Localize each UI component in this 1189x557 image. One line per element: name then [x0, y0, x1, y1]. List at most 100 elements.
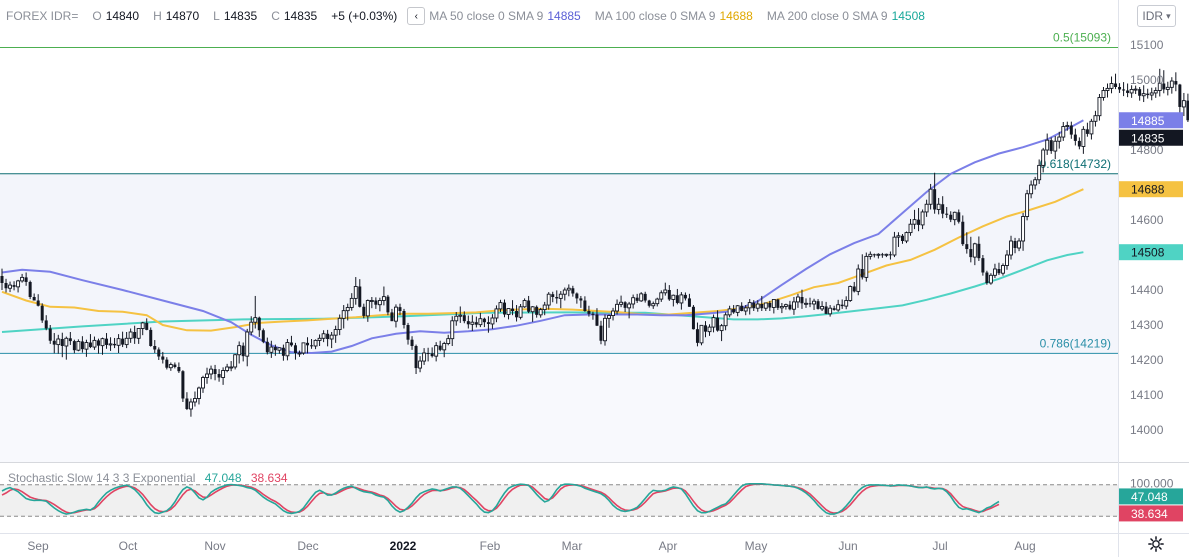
candle-body-up: [988, 274, 993, 284]
candle-body-up: [209, 368, 213, 375]
candle-body-up: [317, 337, 322, 341]
candle-body-down: [591, 313, 595, 315]
candle-body-up: [1129, 88, 1134, 94]
candle-body-up: [896, 235, 901, 238]
candle-body-down: [997, 269, 1001, 274]
candle-body-down: [486, 322, 490, 324]
chevron-left-icon[interactable]: ‹: [407, 7, 426, 25]
candle-body-down: [691, 306, 695, 330]
close-value: 14835: [283, 9, 318, 23]
candle-body-up: [908, 223, 913, 234]
candle-body-up: [1097, 97, 1102, 117]
candle-body-down: [704, 325, 707, 332]
stoch-d-line: [1, 483, 1000, 514]
candle-body-up: [136, 328, 141, 339]
candle-body-up: [237, 345, 242, 356]
fib-label: 0.5(15093): [1053, 30, 1111, 44]
time-axis-label: Dec: [297, 539, 318, 553]
candle-body-down: [482, 318, 486, 323]
candle-body-up: [64, 337, 69, 347]
ma100-label: MA 100 close 0 SMA 9: [594, 9, 716, 23]
price-tick-label: 14100: [1130, 388, 1164, 402]
candle-body-down: [398, 307, 402, 311]
candle-body-down: [72, 341, 76, 351]
candle-body-down: [776, 299, 780, 308]
candle-body-up: [522, 300, 527, 308]
ma200-axis-label: 14508: [1131, 246, 1165, 260]
candle-body-up: [884, 253, 889, 256]
candle-body-down: [390, 312, 394, 322]
candle-body-up: [912, 219, 917, 225]
candle-body-up: [679, 294, 684, 304]
candle-body-down: [157, 349, 161, 357]
last-price-label: 14835: [1131, 131, 1165, 145]
candle-body-up: [494, 308, 499, 319]
candle-body-down: [48, 328, 52, 341]
candle-body-down: [1178, 84, 1182, 107]
candle-body-down: [281, 347, 285, 356]
chevron-down-icon: ▾: [1166, 10, 1171, 21]
candle-body-up: [1133, 88, 1138, 91]
candle-body-up: [1053, 140, 1058, 152]
stoch-k-line: [1, 483, 1000, 515]
ma50-line: [1, 119, 1084, 355]
candle-body-down: [969, 249, 973, 258]
candle-body-up: [828, 307, 833, 315]
time-axis-label: Nov: [204, 539, 225, 553]
candle-body-down: [181, 371, 185, 399]
candle-body-down: [406, 325, 410, 340]
candle-body-down: [872, 254, 876, 256]
candle-body-up: [876, 253, 881, 256]
candle-body-down: [273, 347, 277, 351]
candle-body-up: [538, 309, 543, 316]
candle-body-down: [595, 314, 599, 326]
candle-body-down: [474, 322, 478, 325]
candle-body-down: [1146, 93, 1150, 96]
candle-body-up: [377, 300, 382, 306]
candle-body-up: [1153, 90, 1158, 94]
candle-body-up: [783, 304, 788, 307]
candle-body-up: [928, 188, 933, 205]
candle-body-down: [88, 342, 92, 348]
candle-body-down: [981, 258, 985, 273]
candle-body-up: [562, 289, 567, 295]
candle-body-up: [615, 303, 620, 312]
ma50-value: 14885: [547, 9, 581, 23]
stochastic-d-value: 38.634: [250, 471, 288, 485]
time-axis-label: Jun: [838, 539, 857, 553]
candle-body-down: [599, 325, 603, 341]
stoch-k-axis-label: 47.048: [1131, 490, 1168, 504]
candle-body-up: [924, 203, 929, 213]
candle-body-down: [683, 294, 687, 299]
candle-body-up: [671, 294, 676, 300]
candle-body-down: [1122, 89, 1126, 91]
candle-body-down: [579, 298, 583, 301]
currency-selector[interactable]: IDR ▾: [1137, 5, 1176, 27]
candle-body-up: [727, 308, 732, 316]
candle-body-down: [583, 300, 587, 311]
candle-body-down: [261, 330, 265, 342]
candle-body-down: [4, 283, 8, 289]
candle-body-up: [804, 302, 808, 305]
ma50-axis-label: 14885: [1131, 114, 1165, 128]
candle-body-up: [197, 387, 201, 399]
gear-icon[interactable]: [1147, 535, 1165, 553]
candle-body-up: [193, 398, 197, 403]
candle-body-down: [426, 353, 430, 354]
candle-body-up: [812, 300, 816, 305]
candle-body-down: [36, 300, 40, 306]
candle-body-down: [635, 297, 639, 301]
candle-body-down: [28, 281, 32, 297]
candle-body-up: [313, 339, 318, 347]
candle-body-down: [105, 338, 109, 345]
candle-body-up: [747, 302, 752, 309]
open-value: 14840: [105, 9, 140, 23]
candle-body-up: [124, 337, 129, 346]
candle-body-down: [760, 304, 764, 309]
candle-body-up: [301, 342, 306, 354]
candle-body-down: [941, 204, 945, 214]
candle-body-up: [763, 302, 768, 309]
candle-body-up: [659, 292, 664, 300]
ma50-label: MA 50 close 0 SMA 9: [429, 9, 544, 23]
